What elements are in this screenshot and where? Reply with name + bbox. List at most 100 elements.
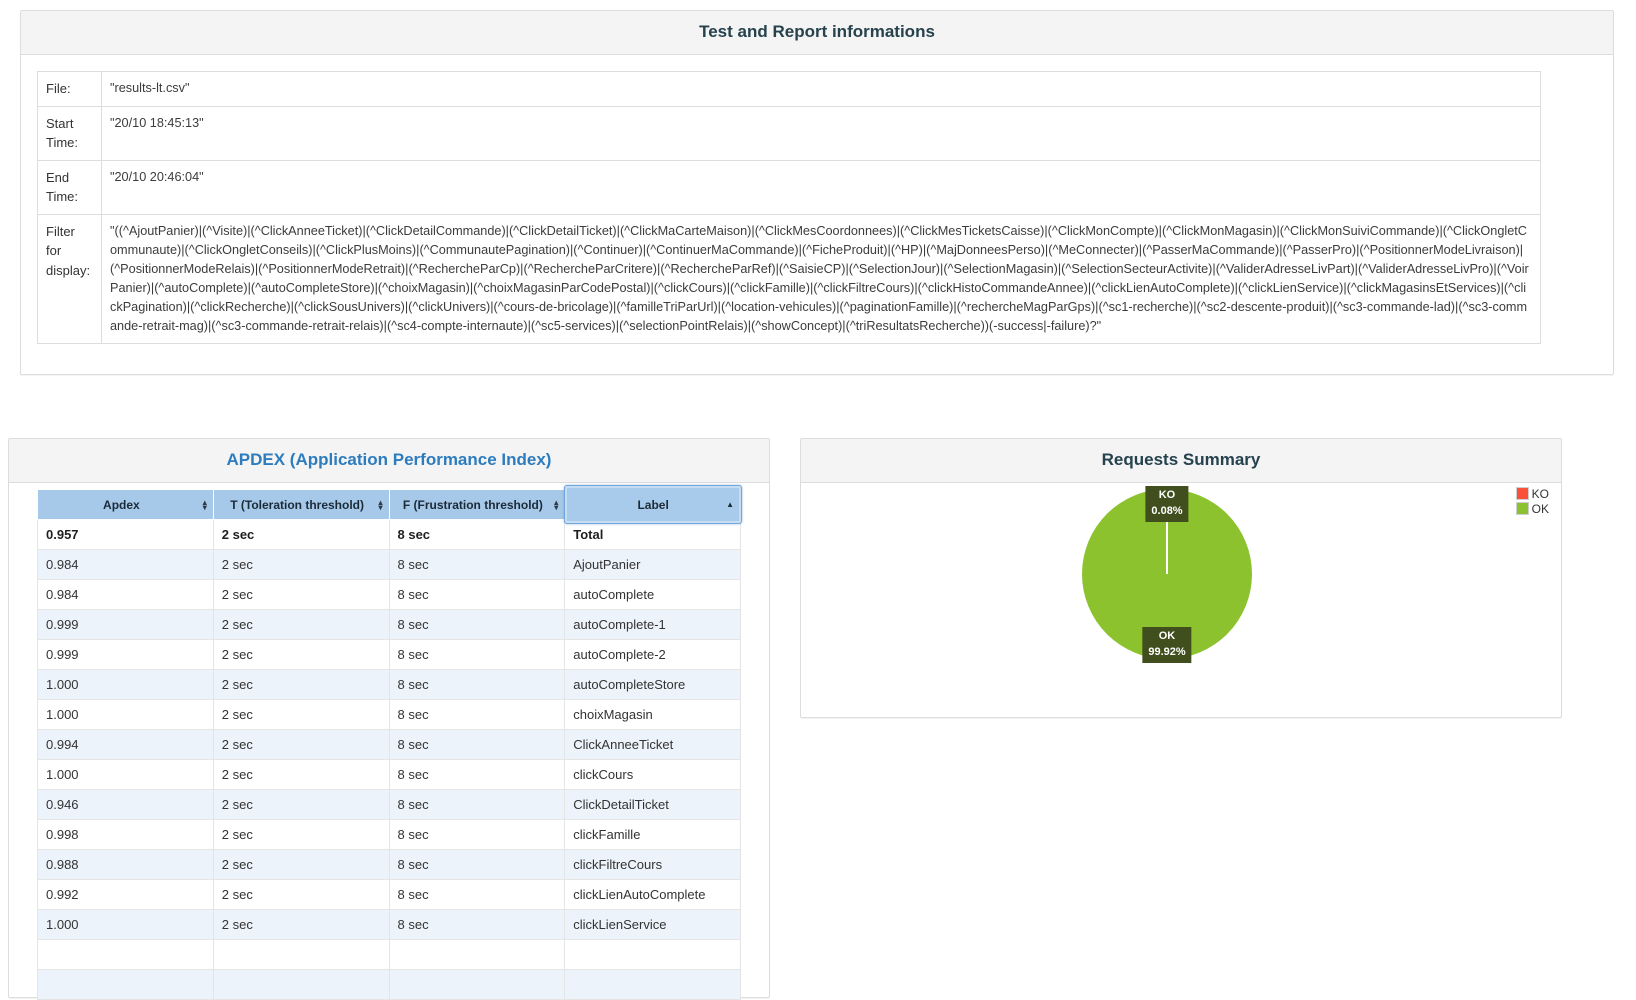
cell-apdex-value: 0.984 [37,549,214,580]
apdex-row: 0.946 2 sec 8 sec ClickDetailTicket [37,789,741,820]
test-info-panel: Test and Report informations File: "resul… [20,10,1614,375]
apdex-row [37,939,741,970]
test-info-table: File: "results-lt.csv" Start Time: "20/10 1… [37,71,1541,344]
apdex-column-header-t-toleration-threshold[interactable]: T (Toleration threshold) ▴ ▾ [212,489,390,520]
cell-apdex-value: 1.000 [37,699,214,730]
cell-frustration-threshold: 8 sec [388,609,566,640]
ok-slice-percent: 99.92% [1148,645,1186,658]
cell-apdex-value: 0.999 [37,639,214,670]
cell-toleration-threshold: 2 sec [212,609,390,640]
cell-label: clickFamille [564,819,741,850]
ko-slice-percent: 0.08% [1151,504,1183,517]
apdex-column-header-label[interactable]: Label ▲ [564,485,742,524]
ko-slice[interactable] [1166,489,1168,574]
cell-toleration-threshold [212,939,390,970]
legend-item-ok: OK [1515,501,1549,516]
cell-frustration-threshold: 8 sec [388,669,566,700]
sorted-column-highlight[interactable]: Label ▲ [564,485,742,524]
test-info-panel-body: File: "results-lt.csv" Start Time: "20/10 1… [21,55,1613,360]
apdex-row [37,969,741,1000]
cell-apdex-value: 1.000 [37,669,214,700]
info-row-value-end-time: "20/10 20:46:04" [101,159,1541,215]
legend-item-ko: KO [1515,486,1549,501]
cell-apdex-value: 1.000 [37,909,214,940]
cell-toleration-threshold: 2 sec [212,879,390,910]
legend-swatch-ko [1515,487,1529,500]
info-row-label-file: File: [37,71,102,107]
test-info-panel-header: Test and Report informations [21,11,1613,55]
cell-frustration-threshold: 8 sec [388,879,566,910]
apdex-row: 0.999 2 sec 8 sec autoComplete-1 [37,609,741,640]
cell-apdex-value: 0.994 [37,729,214,760]
cell-label: clickFiltreCours [564,849,741,880]
cell-apdex-value: 0.988 [37,849,214,880]
cell-label: clickLienAutoComplete [564,879,741,910]
apdex-table: Apdex ▴ ▾ T (Toleration threshold) ▴ ▾ F (Frus… [37,485,742,1000]
cell-label: autoComplete-1 [564,609,741,640]
cell-toleration-threshold: 2 sec [212,819,390,850]
cell-toleration-threshold: 2 sec [212,789,390,820]
info-row-value-filter-for-display: "((^AjoutPanier)|(^Visite)|(^ClickAnneeT… [101,213,1541,344]
column-header-label: T (Toleration threshold) [230,497,365,512]
apdex-row: 0.984 2 sec 8 sec AjoutPanier [37,549,741,580]
sort-both-icon: ▴ ▾ [554,497,559,512]
cell-apdex-value: 0.957 [37,519,214,550]
cell-label: clickCours [564,759,741,790]
cell-toleration-threshold: 2 sec [212,579,390,610]
ok-slice-label: OK 99.92% [1142,627,1192,663]
ko-slice-name: KO [1158,489,1176,501]
sort-ascending-icon: ▲ [726,500,734,509]
apdex-row: 0.992 2 sec 8 sec clickLienAutoComplete [37,879,741,910]
apdex-title[interactable]: APDEX (Application Performance Index) [226,450,552,469]
cell-frustration-threshold: 8 sec [388,699,566,730]
cell-label: autoComplete-2 [564,639,741,670]
apdex-row: 1.000 2 sec 8 sec clickLienService [37,909,741,940]
cell-frustration-threshold: 8 sec [388,849,566,880]
sort-both-icon: ▴ ▾ [202,497,207,512]
cell-label [564,969,741,1000]
cell-frustration-threshold: 8 sec [388,519,566,550]
column-header-label: Apdex [103,497,140,512]
apdex-column-header-apdex[interactable]: Apdex ▴ ▾ [37,489,214,520]
sort-both-icon: ▴ ▾ [378,497,383,512]
cell-frustration-threshold: 8 sec [388,759,566,790]
cell-toleration-threshold: 2 sec [212,639,390,670]
cell-toleration-threshold: 2 sec [212,519,390,550]
apdex-row: 1.000 2 sec 8 sec clickCours [37,759,741,790]
cell-label: choixMagasin [564,699,741,730]
cell-apdex-value [37,939,214,970]
cell-toleration-threshold: 2 sec [212,729,390,760]
legend-label: KO [1531,486,1549,501]
info-row: Start Time: "20/10 18:45:13" [37,105,1541,161]
test-info-title: Test and Report informations [699,22,935,41]
info-row: End Time: "20/10 20:46:04" [37,159,1541,215]
cell-apdex-value [37,969,214,1000]
legend-swatch-ok [1515,502,1529,515]
apdex-table-header-row: Apdex ▴ ▾ T (Toleration threshold) ▴ ▾ F (Frus… [37,485,742,524]
cell-toleration-threshold: 2 sec [212,699,390,730]
apdex-row: 0.984 2 sec 8 sec autoComplete [37,579,741,610]
cell-label: Total [564,519,741,550]
cell-label [564,939,741,970]
apdex-panel: APDEX (Application Performance Index) Ap… [8,438,770,1000]
apdex-column-header-f-frustration-threshold[interactable]: F (Frustration threshold) ▴ ▾ [388,489,566,520]
cell-apdex-value: 0.946 [37,789,214,820]
info-row: Filter for display: "((^AjoutPanier)|(^Vi… [37,213,1541,344]
requests-summary-body: KO OK KO 0.08% OK 99.92% [801,483,1561,714]
requests-pie-chart[interactable]: KO 0.08% OK 99.92% [1082,486,1252,663]
cell-frustration-threshold [388,939,566,970]
cell-label: AjoutPanier [564,549,741,580]
cell-apdex-value: 1.000 [37,759,214,790]
cell-apdex-value: 0.998 [37,819,214,850]
column-header-label: F (Frustration threshold) [402,497,543,512]
cell-frustration-threshold: 8 sec [388,549,566,580]
cell-frustration-threshold [388,969,566,1000]
cell-frustration-threshold: 8 sec [388,819,566,850]
ok-slice-name: OK [1158,630,1176,642]
cell-toleration-threshold: 2 sec [212,909,390,940]
cell-toleration-threshold: 2 sec [212,849,390,880]
cell-frustration-threshold: 8 sec [388,639,566,670]
apdex-panel-body: Apdex ▴ ▾ T (Toleration threshold) ▴ ▾ F (Frus… [9,483,769,1000]
cell-frustration-threshold: 8 sec [388,789,566,820]
requests-summary-title: Requests Summary [1101,450,1261,469]
